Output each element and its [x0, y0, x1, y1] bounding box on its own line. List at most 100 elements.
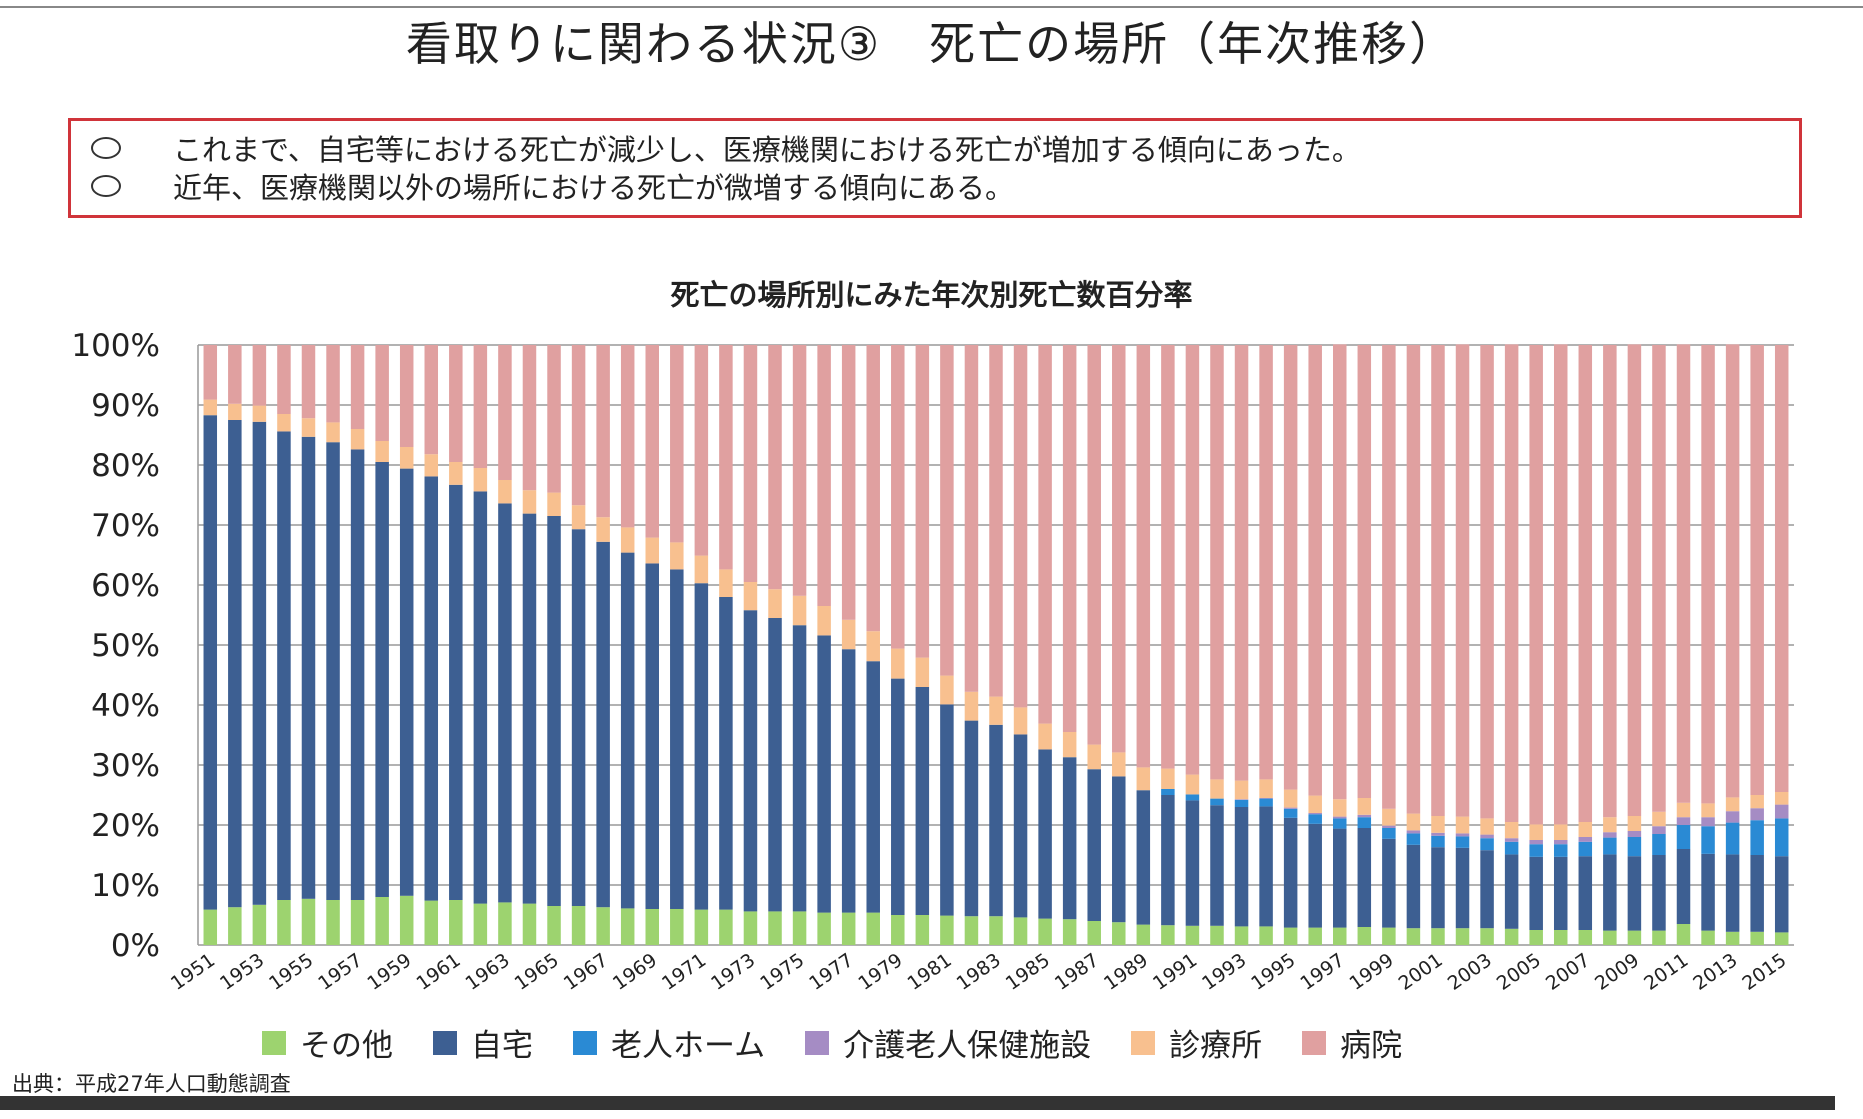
bar-segment	[522, 490, 537, 514]
bar-segment	[792, 911, 807, 945]
bar-segment	[1136, 924, 1151, 945]
bar-segment	[1725, 344, 1740, 798]
y-tick-label: 80%	[91, 448, 160, 484]
bar-segment	[547, 345, 561, 493]
x-tick-label: 1957	[314, 949, 366, 995]
bar-segment	[866, 912, 880, 945]
y-tick-label: 10%	[91, 868, 160, 904]
bar-segment	[228, 345, 242, 404]
bar-segment	[547, 492, 561, 516]
legend-label: その他	[300, 1028, 393, 1064]
bar-segment	[891, 678, 905, 915]
x-tick-label: 2009	[1591, 949, 1643, 995]
y-tick-label: 30%	[91, 748, 160, 784]
bar-segment	[1504, 822, 1519, 839]
x-tick-label: 2003	[1444, 949, 1496, 995]
bar-segment	[203, 415, 218, 910]
bar-segment	[498, 902, 512, 945]
bar-segment	[817, 635, 831, 913]
bar-segment	[743, 911, 758, 945]
bar-segment	[1774, 804, 1789, 819]
bar-segment	[620, 345, 635, 528]
bar-segment	[817, 606, 831, 636]
bar-segment	[1750, 345, 1764, 795]
bar-segment	[1013, 345, 1028, 708]
x-tick-label: 1981	[904, 949, 956, 995]
source-note: 出典：平成27年人口動態調査	[12, 1072, 291, 1096]
bar-segment	[915, 657, 930, 687]
bar-segment	[1333, 927, 1347, 945]
bar-segment	[1283, 808, 1298, 818]
bar-segment	[1382, 828, 1396, 839]
bar-segment	[228, 403, 242, 420]
y-tick-label: 0%	[111, 928, 160, 964]
bar-segment	[1062, 919, 1077, 945]
x-tick-label: 1977	[805, 949, 857, 995]
bar-segment	[1210, 805, 1224, 926]
x-tick-label: 2001	[1395, 949, 1447, 995]
bar-segment	[792, 595, 807, 626]
bar-segment	[301, 418, 316, 437]
bar-segment	[719, 597, 733, 910]
x-tick-label: 1989	[1100, 949, 1152, 995]
bar-segment	[1357, 345, 1372, 798]
bar-segment	[891, 345, 905, 649]
bar-segment	[547, 906, 561, 945]
bar-segment	[473, 491, 488, 904]
bar-segment	[1603, 930, 1617, 945]
bar-segment	[350, 429, 365, 450]
bar-segment	[424, 454, 439, 477]
bar-segment	[1382, 808, 1396, 826]
bar-segment	[1185, 800, 1200, 926]
bar-segment	[1308, 813, 1322, 815]
bar-segment	[1038, 345, 1052, 724]
bar-segment	[1504, 841, 1519, 855]
bar-segment	[1112, 922, 1126, 945]
bar-segment	[1185, 345, 1200, 775]
bar-segment	[1382, 345, 1396, 809]
x-tick-label: 1985	[1002, 949, 1054, 995]
x-tick-label: 1987	[1051, 949, 1103, 995]
y-tick-label: 90%	[91, 388, 160, 424]
bar-segment	[1136, 790, 1151, 925]
legend-swatch	[1302, 1030, 1327, 1055]
bar-segment	[989, 916, 1003, 945]
bar-segment	[1210, 798, 1224, 806]
bar-segment	[866, 631, 880, 662]
bar-segment	[1504, 344, 1519, 822]
bar-segment	[1652, 811, 1666, 827]
bar-segment	[498, 345, 512, 480]
bar-segment	[375, 462, 389, 897]
bar-segment	[1333, 344, 1347, 800]
bar-segment	[1308, 795, 1322, 813]
bar-segment	[1553, 930, 1568, 945]
bar-segment	[1553, 844, 1568, 857]
bar-segment	[1529, 856, 1543, 930]
bar-segment	[1553, 344, 1568, 825]
bar-segment	[1357, 798, 1372, 815]
bar-segment	[1578, 930, 1593, 945]
bar-segment	[1038, 723, 1052, 750]
bar-segment	[1774, 932, 1789, 945]
bar-segment	[1750, 808, 1764, 821]
bar-segment	[620, 552, 635, 909]
bar-segment	[841, 345, 856, 620]
bar-segment	[1406, 833, 1421, 845]
bar-segment	[1357, 927, 1372, 945]
bar-segment	[1234, 807, 1249, 927]
bar-segment	[522, 903, 537, 945]
bar-segment	[203, 399, 218, 416]
bar-segment	[1185, 925, 1200, 945]
bar-segment	[1529, 930, 1543, 945]
bar-segment	[301, 898, 316, 945]
bar-segment	[1578, 822, 1593, 837]
bar-segment	[1529, 840, 1543, 845]
bar-segment	[1161, 925, 1175, 945]
bar-segment	[964, 916, 979, 945]
bar-segment	[1455, 836, 1470, 848]
bar-segment	[350, 900, 365, 945]
bar-segment	[1652, 345, 1666, 812]
bar-segment	[326, 345, 340, 423]
y-tick-label: 50%	[91, 628, 160, 664]
bar-segment	[792, 625, 807, 912]
